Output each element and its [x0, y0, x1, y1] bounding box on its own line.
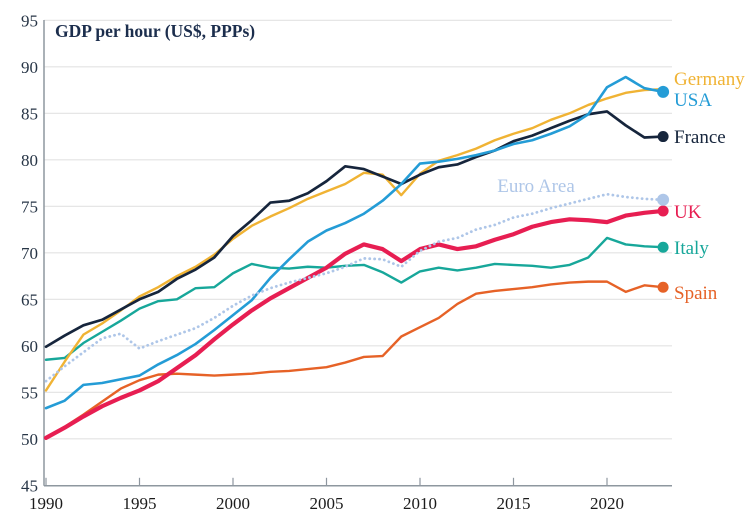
- y-axis-tick-label: 85: [21, 104, 38, 123]
- y-axis-tick-label: 70: [21, 244, 38, 263]
- y-axis-tick-label: 90: [21, 58, 38, 77]
- y-axis-tick-label: 55: [21, 383, 38, 402]
- series-line-france: [44, 110, 665, 349]
- x-axis-tick-label: 2005: [310, 494, 344, 513]
- x-axis-tick-label: 1995: [123, 494, 157, 513]
- chart-title: GDP per hour (US$, PPPs): [55, 21, 255, 41]
- series-line-italy: [44, 236, 665, 361]
- series-label-usa: USA: [674, 90, 712, 111]
- x-axis-tick-label: 2010: [403, 494, 437, 513]
- series-label-euro-area: Euro Area: [497, 176, 575, 197]
- y-axis-tick-label: 60: [21, 337, 38, 356]
- x-axis-tick-label: 2015: [497, 494, 531, 513]
- series-end-dot-spain: [657, 281, 669, 293]
- y-axis-tick-label: 45: [21, 476, 38, 495]
- y-axis-tick-label: 95: [21, 11, 38, 30]
- series-layer: [43, 75, 666, 440]
- series-label-spain: Spain: [674, 283, 718, 304]
- end-dot-layer: [657, 85, 670, 293]
- series-label-italy: Italy: [674, 238, 709, 259]
- y-axis-tick-label: 80: [21, 151, 38, 170]
- series-line-uk: [43, 208, 666, 440]
- y-axis-tick-label: 75: [21, 197, 38, 216]
- series-line-spain: [44, 280, 665, 440]
- x-axis-tick-label: 2020: [590, 494, 624, 513]
- series-line-euro-area: [44, 192, 665, 383]
- series-line-usa: [44, 75, 665, 410]
- x-axis-tick-label: 1990: [29, 494, 63, 513]
- series-label-france: France: [674, 127, 726, 148]
- series-label-germany: Germany: [674, 69, 745, 90]
- series-end-dot-france: [657, 131, 669, 143]
- x-axis-tick-label: 2000: [216, 494, 250, 513]
- axis-layer: 45 50 55 60 65 70 75 80 85 90 95 1990 1995 2000 2005 20…: [21, 11, 672, 513]
- series-line-germany: [44, 87, 665, 392]
- series-end-dot-uk: [657, 205, 669, 217]
- series-end-dot-usa: [657, 85, 670, 98]
- series-label-uk: UK: [674, 202, 702, 223]
- y-axis-tick-label: 50: [21, 430, 38, 449]
- series-end-dot-italy: [657, 241, 669, 253]
- series-end-dot-euro-area: [657, 193, 670, 206]
- y-axis-tick-label: 65: [21, 290, 38, 309]
